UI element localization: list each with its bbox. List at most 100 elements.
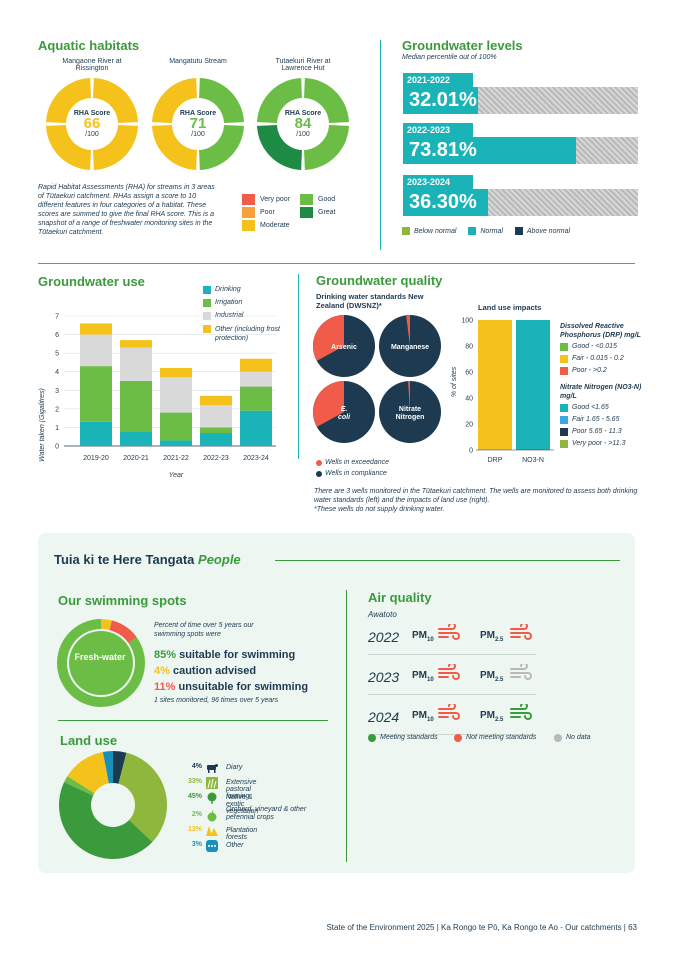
legend-swatch <box>242 220 255 231</box>
legend-swatch <box>402 227 410 235</box>
land-use-pct: 45% <box>187 793 202 800</box>
gw-level-fill <box>403 189 489 216</box>
legend-label: Normal <box>480 227 503 235</box>
swim-donut <box>56 619 145 707</box>
legend-label: Meeting standards <box>380 734 438 741</box>
people-title-main: Tuia ki te Here Tangata <box>54 552 195 567</box>
pm10-label: PM10 <box>412 630 434 643</box>
rha-score-1: RHA Score 66 /100 <box>56 110 128 138</box>
rha-quadrant <box>257 125 302 170</box>
pm-text: PM <box>480 670 495 681</box>
pm-sub: 2.5 <box>495 717 504 723</box>
legend-label: Moderate <box>260 222 290 229</box>
legend-label: Very poor - >11.3 <box>572 440 626 447</box>
pie-exceedance <box>313 381 344 427</box>
legend-swatch <box>203 299 211 307</box>
y-tick-label: 5 <box>55 351 59 358</box>
wind-icon <box>510 624 532 640</box>
land-use-pct: 2% <box>191 811 202 818</box>
gw-year-label: 2023-2024 <box>403 175 473 189</box>
swim-line: 85% suitable for swimming <box>154 647 308 663</box>
swim-center-label: Fresh-water <box>74 652 126 662</box>
y-tick-label: 40 <box>465 396 473 403</box>
y-tick-label: 6 <box>55 332 59 339</box>
legend-swatch <box>316 471 322 477</box>
wind-icon <box>438 624 460 640</box>
drp-legend: Good - <0.015 Fair - 0.015 - 0.2 Poor - … <box>560 343 650 379</box>
pm-sub: 10 <box>427 677 434 683</box>
legend-swatch <box>560 440 568 448</box>
pm25-status <box>510 621 532 641</box>
divider <box>38 263 635 264</box>
gw-level-fill <box>403 87 479 114</box>
y-tick-label: 80 <box>465 344 473 351</box>
land-use-donut <box>59 751 167 859</box>
wind-icon <box>438 664 460 680</box>
bar-segment <box>160 412 192 441</box>
bar-segment <box>120 347 152 381</box>
land-use-label: Diary <box>226 764 243 771</box>
people-title: Tuia ki te Here Tangata People <box>54 552 241 567</box>
bar-segment <box>240 358 272 372</box>
legend-label: Poor - >0.2 <box>572 367 607 374</box>
gw-level-value: 36.30% <box>409 191 477 213</box>
land-use-segment <box>67 751 109 794</box>
bar-segment <box>120 381 152 432</box>
rha-score-2: RHA Score 71 /100 <box>162 110 234 138</box>
rha-out-of: /100 <box>85 131 99 138</box>
x-tick-label: 2022-23 <box>203 455 229 462</box>
legend-swatch <box>560 343 568 351</box>
legend-swatch <box>454 734 462 742</box>
divider <box>298 274 299 459</box>
pm-sub: 10 <box>427 637 434 643</box>
swim-text: suitable for swimming <box>179 649 296 661</box>
legend-swatch <box>242 194 255 205</box>
divider <box>58 720 328 721</box>
pm10-status <box>438 621 460 641</box>
rha-score-label: RHA Score <box>284 110 322 117</box>
rha-quadrant <box>304 78 349 123</box>
bar-segment <box>200 427 232 433</box>
bar-segment <box>200 433 232 446</box>
pm-text: PM <box>480 630 495 641</box>
legend-swatch <box>514 227 523 235</box>
bar-segment <box>240 386 272 411</box>
gw-year-label: 2021-2022 <box>403 73 473 87</box>
legend-swatch <box>242 207 255 218</box>
rha-quadrant <box>199 125 244 170</box>
dwsnz-title: Drinking water standards New Zealand (DW… <box>316 292 424 310</box>
pm25-label: PM2.5 <box>480 710 503 723</box>
swim-pct: 85% <box>154 649 177 661</box>
land-use-pct: 33% <box>187 778 202 785</box>
land-use-label: Orchard, vineyard & other perennial crop… <box>226 806 307 821</box>
pie-label: E. coli <box>338 406 351 421</box>
legend-swatch <box>316 460 322 466</box>
pie-exceedance <box>406 315 410 346</box>
rha-score-3: RHA Score 84 /100 <box>267 110 339 138</box>
rha-score-label: RHA Score <box>179 110 217 117</box>
swim-segment <box>101 619 112 631</box>
swim-segment <box>109 620 137 644</box>
legend-swatch <box>300 194 313 205</box>
air-quality-row: 2024 PM10 PM2.5 <box>368 701 536 735</box>
pm-sub: 2.5 <box>495 637 504 643</box>
x-tick-label: 2020-21 <box>123 455 149 462</box>
divider <box>275 560 620 561</box>
site-name: Mangatutu Stream <box>169 58 227 65</box>
y-tick-label: 0 <box>469 448 473 455</box>
bar-segment <box>160 440 192 446</box>
legend-label: Wells in exceedance <box>325 459 390 466</box>
swim-center <box>69 631 133 695</box>
gw-quality-title: Groundwater quality <box>316 273 443 288</box>
drp-legend-title: Dissolved Reactive Phosphorus (DRP) mg/L <box>560 323 641 339</box>
pm-sub: 10 <box>427 717 434 723</box>
x-tick-label: DRP <box>488 457 503 464</box>
y-tick-label: 1 <box>55 425 59 432</box>
divider <box>346 590 347 862</box>
air-quality-row: 2023 PM10 PM2.5 <box>368 661 536 695</box>
air-quality-row: 2022 PM10 PM2.5 <box>368 621 536 655</box>
gw-levels-title: Groundwater levels <box>402 38 523 53</box>
swim-text: unsuitable for swimming <box>178 681 309 693</box>
rha-score-value: 71 <box>189 115 207 132</box>
land-use-impacts-chart: % of sites 0 20 40 60 80 100 DRP NO3-N <box>451 318 554 464</box>
